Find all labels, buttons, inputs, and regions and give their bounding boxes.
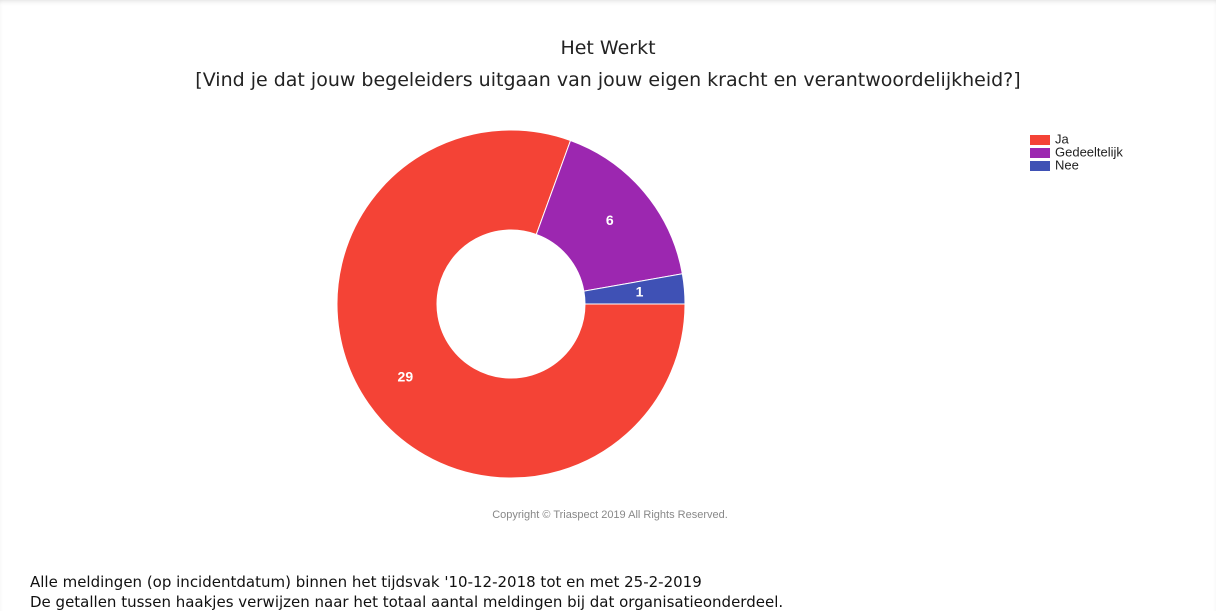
legend-swatch xyxy=(1030,148,1050,158)
donut-slice xyxy=(583,273,686,305)
slice-label: 29 xyxy=(398,369,414,385)
note: De getallen tussen haakjes verwijzen naa… xyxy=(30,593,783,611)
note: Alle meldingen (op incidentdatum) binnen… xyxy=(30,573,702,591)
legend-swatch xyxy=(1030,161,1050,171)
donut-slice xyxy=(336,129,686,479)
slice-label: 6 xyxy=(606,212,614,228)
copyright: Copyright © Triaspect 2019 All Rights Re… xyxy=(492,509,728,521)
legend-swatch xyxy=(1030,135,1050,145)
legend-label: Ja xyxy=(1055,131,1070,146)
legend-label: Gedeeltelijk xyxy=(1055,144,1123,159)
legend-label: Nee xyxy=(1055,157,1079,172)
slice-label: 1 xyxy=(636,283,644,299)
chart-title: Het Werkt xyxy=(560,37,655,59)
chart-subtitle: [Vind je dat jouw begeleiders uitgaan va… xyxy=(195,69,1020,91)
donut-slice xyxy=(535,139,683,292)
